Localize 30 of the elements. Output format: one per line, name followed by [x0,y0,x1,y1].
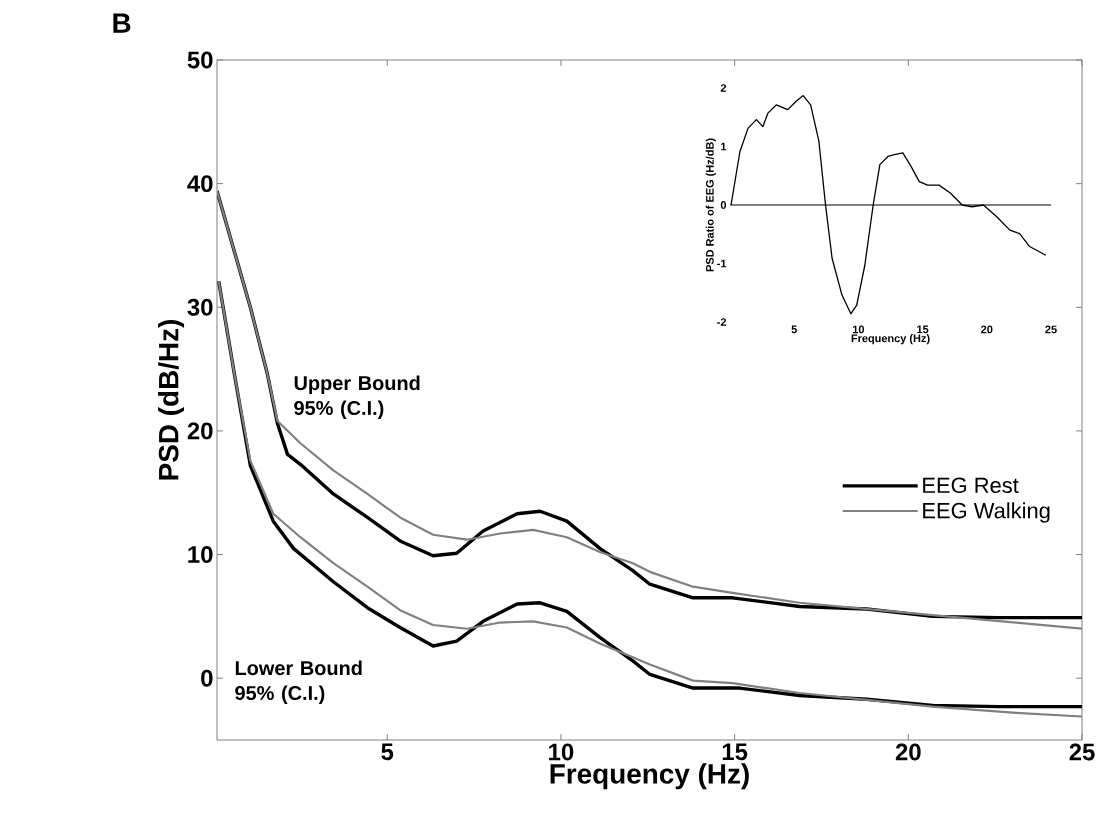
y-axis-title: PSD Ratio of EEG (Hz/dB) [705,138,716,272]
x-tick-label: 15 [917,325,929,334]
legend-label: EEG Walking [923,502,1050,523]
y-tick-label: 20 [187,422,213,440]
x-tick-label: 5 [791,325,797,334]
y-tick-label: 0 [201,669,213,687]
y-tick-label: 50 [187,51,213,69]
x-tick-label: 25 [1069,743,1095,761]
y-tick-label: 0 [720,201,727,209]
x-tick-label: 5 [381,743,394,761]
y-tick-label: 40 [187,175,213,193]
x-tick-label: 20 [895,743,921,761]
text: B [113,13,131,33]
y-axis-title: PSD (dB/Hz) [158,320,185,480]
annotation: Upper Bound 95% (C.I.) [294,375,420,419]
x-tick-label: 10 [549,743,574,761]
x-tick-label: 20 [981,325,993,334]
y-tick-label: 1 [721,142,727,151]
y-tick-label: -1 [717,259,727,268]
x-tick-label: 25 [1045,325,1057,334]
y-tick-label: 10 [188,546,213,564]
x-tick-label: 10 [853,325,865,334]
y-tick-label: 2 [720,84,727,92]
x-axis-title: Frequency (Hz) [851,334,930,345]
y-tick-label: -2 [717,318,727,326]
x-axis-title: Frequency (Hz) [550,763,749,790]
x-tick-label: 15 [722,743,748,761]
y-tick-label: 30 [187,298,213,316]
annotation: Lower Bound 95% (C.I.) [235,660,362,704]
legend-label: EEG Rest [923,477,1019,494]
